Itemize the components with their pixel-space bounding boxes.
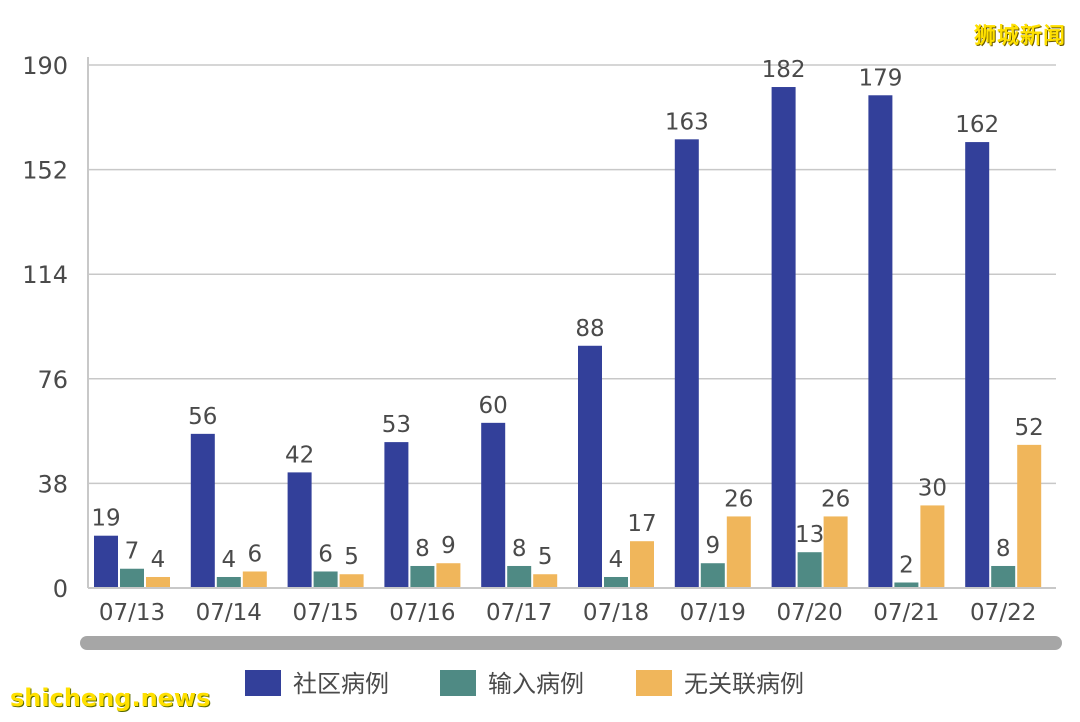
data-label: 5 xyxy=(344,544,359,570)
data-label: 162 xyxy=(955,112,999,138)
data-label: 42 xyxy=(285,442,314,468)
data-label: 5 xyxy=(538,544,553,570)
x-tick-label: 07/18 xyxy=(583,600,649,626)
bar xyxy=(920,505,945,588)
bar xyxy=(1017,444,1042,588)
data-label: 6 xyxy=(247,541,262,567)
data-label: 9 xyxy=(705,533,720,559)
data-label: 4 xyxy=(221,547,236,573)
y-tick-label: 76 xyxy=(37,366,68,394)
legend: 社区病例 输入病例 无关联病例 xyxy=(245,670,804,698)
grid-lines xyxy=(88,64,1056,485)
bar xyxy=(313,571,338,588)
bar xyxy=(991,565,1016,588)
bar xyxy=(726,516,751,588)
x-tick-label: 07/22 xyxy=(970,600,1036,626)
bar xyxy=(797,552,822,588)
data-label: 88 xyxy=(575,316,604,342)
x-tick-label: 07/20 xyxy=(776,600,842,626)
data-label: 182 xyxy=(762,57,806,83)
watermark-bottom-site-text: shicheng.news xyxy=(10,684,211,712)
legend-swatch xyxy=(245,670,281,696)
data-label: 13 xyxy=(795,522,824,548)
legend-label: 输入病例 xyxy=(488,670,584,698)
legend-swatch xyxy=(636,670,672,696)
data-label: 19 xyxy=(91,506,120,532)
data-label: 8 xyxy=(996,536,1011,562)
bar xyxy=(674,139,699,589)
y-tick-label: 0 xyxy=(53,575,68,603)
bar xyxy=(436,563,461,588)
horizontal-scrollbar[interactable] xyxy=(80,636,1062,650)
legend-label: 社区病例 xyxy=(293,670,389,698)
data-label: 179 xyxy=(858,65,902,91)
data-label: 4 xyxy=(151,547,166,573)
bar xyxy=(771,87,796,588)
data-label: 26 xyxy=(724,486,753,512)
data-label: 8 xyxy=(415,536,430,562)
bar xyxy=(507,565,532,588)
legend-label: 无关联病例 xyxy=(684,670,804,698)
y-tick-label: 38 xyxy=(37,470,68,498)
bar xyxy=(190,433,215,588)
bar xyxy=(578,345,602,588)
legend-swatch xyxy=(440,670,476,696)
data-label: 56 xyxy=(188,404,217,430)
data-label: 52 xyxy=(1015,415,1044,441)
bar xyxy=(894,582,919,588)
data-label: 163 xyxy=(665,109,709,135)
bar xyxy=(823,516,848,588)
bar xyxy=(533,574,558,588)
bar xyxy=(216,576,241,588)
bar xyxy=(410,565,435,588)
bar xyxy=(481,422,506,588)
data-label: 53 xyxy=(382,412,411,438)
data-label: 2 xyxy=(899,552,914,578)
bar xyxy=(604,576,628,588)
bars xyxy=(94,87,1042,589)
x-tick-label: 07/21 xyxy=(873,600,939,626)
data-label: 6 xyxy=(318,541,333,567)
data-label: 9 xyxy=(441,533,456,559)
bar xyxy=(384,442,409,588)
y-tick-label: 114 xyxy=(22,261,68,289)
bar xyxy=(287,472,312,588)
y-tick-label: 152 xyxy=(22,157,68,185)
data-label: 60 xyxy=(479,393,508,419)
x-tick-label: 07/16 xyxy=(389,600,455,626)
data-label: 7 xyxy=(125,539,140,565)
data-label: 8 xyxy=(512,536,527,562)
y-tick-label: 190 xyxy=(22,52,68,80)
bar xyxy=(868,95,893,589)
bar xyxy=(965,142,990,589)
bar xyxy=(630,541,654,588)
watermark-top-logo-text: 狮城新闻 xyxy=(973,24,1066,49)
x-tick-label: 07/17 xyxy=(486,600,552,626)
data-label: 17 xyxy=(627,511,656,537)
data-label: 26 xyxy=(821,486,850,512)
bar xyxy=(120,568,144,588)
bar xyxy=(339,574,364,588)
bar xyxy=(94,535,118,588)
x-tick-label: 07/13 xyxy=(99,600,165,626)
x-tick-label: 07/15 xyxy=(292,600,358,626)
x-tick-label: 07/19 xyxy=(680,600,746,626)
x-tick-label: 07/14 xyxy=(196,600,262,626)
data-label: 30 xyxy=(918,475,947,501)
bar xyxy=(242,571,267,588)
bar xyxy=(146,576,170,588)
data-label: 4 xyxy=(609,547,624,573)
bar xyxy=(700,563,725,588)
